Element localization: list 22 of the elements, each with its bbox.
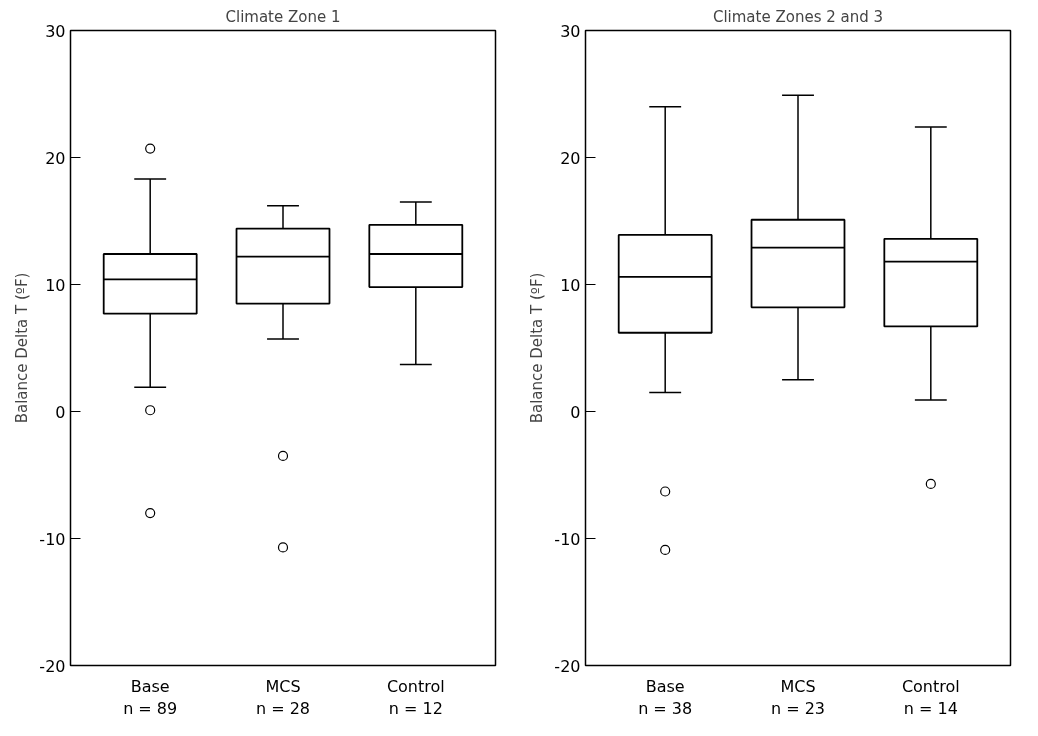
y-tick-label: 10 — [45, 275, 66, 295]
y-tick-label: 20 — [45, 148, 66, 168]
y-axis-title: Balance Delta T (ºF) — [528, 272, 547, 424]
y-tick-label: -10 — [554, 529, 581, 549]
y-tick-label: 10 — [560, 275, 581, 295]
y-tick-label: 30 — [45, 21, 66, 41]
y-tick-label: -20 — [554, 656, 581, 676]
x-tick-label: Control n = 12 — [386, 676, 445, 719]
y-tick-label: -10 — [39, 529, 66, 549]
y-axis-title: Balance Delta T (ºF) — [13, 272, 32, 424]
y-tick-label: 0 — [55, 402, 66, 422]
x-tick-label: MCS n = 28 — [255, 676, 311, 719]
y-tick-label: 0 — [570, 402, 581, 422]
x-tick-label: Base n = 38 — [638, 676, 693, 719]
chart-title: Climate Zones 2 and 3 — [712, 7, 884, 26]
x-tick-label: Base n = 89 — [123, 676, 178, 719]
chart-title: Climate Zone 1 — [225, 7, 341, 26]
x-tick-label: MCS n = 23 — [770, 676, 826, 719]
x-tick-label: Control n = 14 — [901, 676, 960, 719]
y-tick-label: 20 — [560, 148, 581, 168]
y-tick-label: -20 — [39, 656, 66, 676]
y-tick-label: 30 — [560, 21, 581, 41]
